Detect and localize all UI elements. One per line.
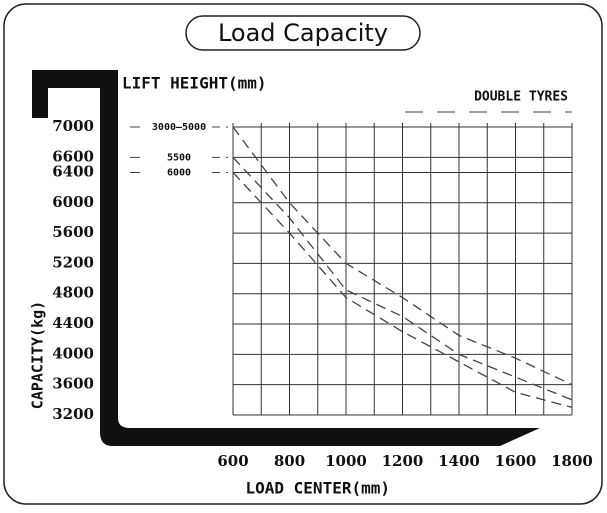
- x-tick-label: 1400: [438, 452, 480, 470]
- legend-label: 5500: [167, 152, 191, 163]
- series-line: [232, 126, 573, 386]
- series-line: [232, 172, 573, 409]
- y-tick-label: 4000: [52, 344, 94, 362]
- y-tick-label: 7000: [52, 117, 94, 135]
- legend-bg: [146, 121, 212, 133]
- y-tick-label: 3200: [52, 405, 94, 423]
- y-tick-label: 6000: [52, 193, 94, 211]
- y-tick-label: 6400: [52, 162, 94, 180]
- legend-label: 3000—5000: [152, 122, 206, 133]
- x-tick-label: 1200: [382, 452, 424, 470]
- legend-label: 6000: [167, 167, 191, 178]
- y-tick-label: 5600: [52, 223, 94, 241]
- legend-bg: [146, 166, 212, 179]
- x-tick-label: 1600: [495, 452, 537, 470]
- y-tick-label: 5200: [52, 253, 94, 271]
- legend-bg: [146, 151, 212, 164]
- title-box: [185, 15, 421, 51]
- x-tick-label: 1000: [325, 452, 367, 470]
- legend-title: LIFT HEIGHT(mm): [122, 74, 267, 93]
- x-tick-label: 600: [217, 452, 248, 470]
- annotation: DOUBLE TYRES: [474, 90, 568, 105]
- y-axis-label: CAPACITY(kg): [29, 301, 47, 409]
- chart-title: Load Capacity: [218, 19, 388, 47]
- x-axis-label: LOAD CENTER(mm): [246, 479, 391, 498]
- y-tick-label: 3600: [52, 375, 94, 393]
- x-tick-label: 800: [274, 452, 305, 470]
- series-line: [232, 156, 573, 401]
- x-tick-label: 1800: [551, 452, 593, 470]
- y-tick-label: 4800: [52, 284, 94, 302]
- y-tick-label: 4400: [52, 314, 94, 332]
- y-tick-label: 6600: [52, 147, 94, 165]
